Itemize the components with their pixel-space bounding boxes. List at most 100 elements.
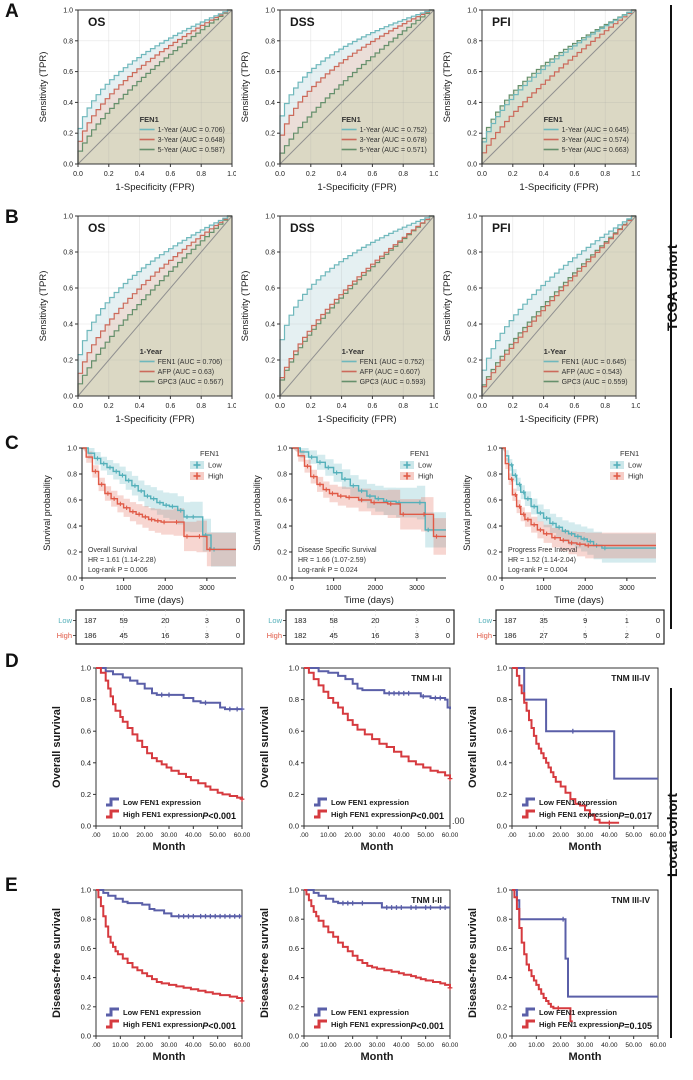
- svg-text:OS: OS: [88, 15, 105, 29]
- svg-text:0.2: 0.2: [104, 171, 114, 178]
- svg-text:0.6: 0.6: [166, 403, 176, 410]
- risk-table-value: 0: [656, 616, 660, 625]
- svg-text:0.4: 0.4: [467, 322, 477, 329]
- svg-text:1.0: 1.0: [467, 8, 477, 15]
- svg-text:0.2: 0.2: [508, 403, 518, 410]
- risk-table-row-label: High: [267, 631, 282, 640]
- svg-text:Survival probability: Survival probability: [42, 475, 52, 551]
- svg-text:0.4: 0.4: [63, 100, 73, 107]
- svg-text:0.8: 0.8: [63, 38, 73, 45]
- svg-text:0.8: 0.8: [600, 403, 610, 410]
- km-legend-label: Low FEN1 expression: [331, 798, 409, 807]
- roc-legend-label: 3-Year (AUC = 0.678): [360, 137, 427, 144]
- svg-text:0.2: 0.2: [81, 1002, 91, 1011]
- svg-text:0.6: 0.6: [265, 69, 275, 76]
- svg-text:60.00: 60.00: [442, 832, 459, 839]
- svg-text:30.00: 30.00: [369, 832, 386, 839]
- svg-text:1-Specificity (FPR): 1-Specificity (FPR): [115, 182, 194, 193]
- chart-container: 0.0 0.2 0.4 0.6 0.8 1.0 .00 10.00 20.00 30.00 40.0…: [254, 654, 462, 879]
- svg-text:Month: Month: [153, 841, 186, 853]
- svg-text:0: 0: [80, 585, 84, 592]
- svg-text:60.00: 60.00: [442, 1042, 459, 1049]
- roc-legend-label: FEN1 (AUC = 0.706): [158, 359, 223, 366]
- svg-text:0.8: 0.8: [81, 695, 91, 704]
- km-legend-title: FEN1: [620, 449, 639, 458]
- svg-text:60.00: 60.00: [234, 832, 251, 839]
- svg-text:0.2: 0.2: [67, 550, 77, 557]
- svg-text:10.00: 10.00: [528, 1042, 545, 1049]
- svg-text:1.0: 1.0: [63, 214, 73, 221]
- chart-container: 0.0 0.2 0.4 0.6 0.8 1.0 .00 10.00 20.00 30.00 40.0…: [462, 878, 670, 1080]
- svg-text:0.0: 0.0: [289, 822, 299, 831]
- svg-text:Overall survival: Overall survival: [51, 706, 63, 788]
- km-plot-disease-free-survival: 0.0 0.2 0.4 0.6 0.8 1.0 .00 10.00 20.00 30.00 40.0…: [51, 886, 251, 1064]
- local-cohort-bracket-line: [670, 688, 672, 1038]
- svg-text:0.2: 0.2: [497, 790, 507, 799]
- svg-text:0.2: 0.2: [289, 1002, 299, 1011]
- svg-text:1.0: 1.0: [289, 664, 299, 673]
- panel-label-e: E: [5, 875, 18, 896]
- svg-text:0.8: 0.8: [600, 171, 610, 178]
- svg-text:0.2: 0.2: [265, 131, 275, 138]
- svg-text:0.8: 0.8: [265, 38, 275, 45]
- svg-text:1-Specificity (FPR): 1-Specificity (FPR): [519, 414, 598, 425]
- roc-legend-label: FEN1 (AUC = 0.645): [562, 359, 627, 366]
- svg-text:0.0: 0.0: [277, 576, 287, 583]
- svg-text:Time (days): Time (days): [344, 595, 394, 606]
- km-plot-progress-free-interval: 0.0 0.2 0.4 0.6 0.8 1.0 0 1000 2000 3000 Time (day…: [462, 446, 665, 645]
- svg-text:40.00: 40.00: [601, 1042, 618, 1049]
- chart-container: 0.0 0.0 0.2 0.2 0.4 0.4 0.6 0.6 0.8 0.8 1.0 1.0 1-Sp…: [438, 208, 641, 435]
- svg-text:0.2: 0.2: [63, 131, 73, 138]
- svg-text:0.8: 0.8: [265, 250, 275, 257]
- roc-legend-title: 1-Year: [544, 347, 567, 356]
- svg-text:20.00: 20.00: [136, 832, 153, 839]
- svg-text:0.8: 0.8: [196, 171, 206, 178]
- risk-table-value: 59: [119, 616, 127, 625]
- svg-text:0.2: 0.2: [306, 403, 316, 410]
- svg-text:50.00: 50.00: [417, 1042, 434, 1049]
- risk-table-value: 183: [294, 616, 307, 625]
- risk-table-value: 2: [625, 631, 629, 640]
- svg-text:0.4: 0.4: [337, 171, 347, 178]
- chart-container: 0.0 0.0 0.2 0.2 0.4 0.4 0.6 0.6 0.8 0.8 1.0 1.0 1-Sp…: [236, 208, 439, 435]
- svg-text:0.0: 0.0: [275, 403, 285, 410]
- p-value-label: P=0.105: [618, 1021, 652, 1031]
- svg-text:50.00: 50.00: [209, 1042, 226, 1049]
- svg-text:30.00: 30.00: [161, 1042, 178, 1049]
- svg-text:1.0: 1.0: [429, 403, 438, 410]
- chart-container: 0.0 0.0 0.2 0.2 0.4 0.4 0.6 0.6 0.8 0.8 1.0 1.0 1-Sp…: [34, 208, 237, 435]
- p-value-label: P=0.017: [618, 811, 652, 821]
- svg-text:0.8: 0.8: [277, 472, 287, 479]
- svg-text:0: 0: [500, 585, 504, 592]
- p-value-label: P<0.001: [202, 811, 236, 821]
- risk-table-value: 20: [161, 616, 169, 625]
- svg-text:0.8: 0.8: [467, 38, 477, 45]
- svg-text:.00: .00: [507, 1042, 516, 1049]
- svg-text:1.0: 1.0: [265, 8, 275, 15]
- risk-table-value: 182: [294, 631, 307, 640]
- svg-text:DSS: DSS: [290, 15, 315, 29]
- km-legend-label: Low: [418, 461, 432, 470]
- km-legend-label: High FEN1 expression: [123, 810, 203, 819]
- chart-container: 0.0 0.0 0.2 0.2 0.4 0.4 0.6 0.6 0.8 0.8 1.0 1.0 1-Sp…: [438, 2, 641, 207]
- svg-text:Survival probability: Survival probability: [252, 475, 262, 551]
- svg-text:2000: 2000: [577, 585, 593, 592]
- svg-text:0.6: 0.6: [67, 498, 77, 505]
- panel-label-d: D: [5, 651, 19, 672]
- svg-text:40.00: 40.00: [393, 832, 410, 839]
- svg-text:1.0: 1.0: [227, 171, 236, 178]
- svg-text:0.0: 0.0: [67, 576, 77, 583]
- chart-container: 0.0 0.0 0.2 0.2 0.4 0.4 0.6 0.6 0.8 0.8 1.0 1.0 1-Sp…: [34, 2, 237, 207]
- svg-text:0.2: 0.2: [487, 550, 497, 557]
- km-legend-label: Low FEN1 expression: [539, 1008, 617, 1017]
- svg-text:10.00: 10.00: [528, 832, 545, 839]
- roc-legend-label: AFP (AUC = 0.607): [360, 369, 420, 376]
- risk-table-row-label: High: [57, 631, 72, 640]
- km-legend-label: High: [628, 472, 643, 481]
- svg-text:0.0: 0.0: [497, 822, 507, 831]
- svg-text:0.0: 0.0: [487, 576, 497, 583]
- svg-text:10.00: 10.00: [112, 1042, 129, 1049]
- svg-text:0.6: 0.6: [368, 403, 378, 410]
- svg-text:Disease-free survival: Disease-free survival: [51, 908, 63, 1018]
- svg-text:DSS: DSS: [290, 221, 315, 235]
